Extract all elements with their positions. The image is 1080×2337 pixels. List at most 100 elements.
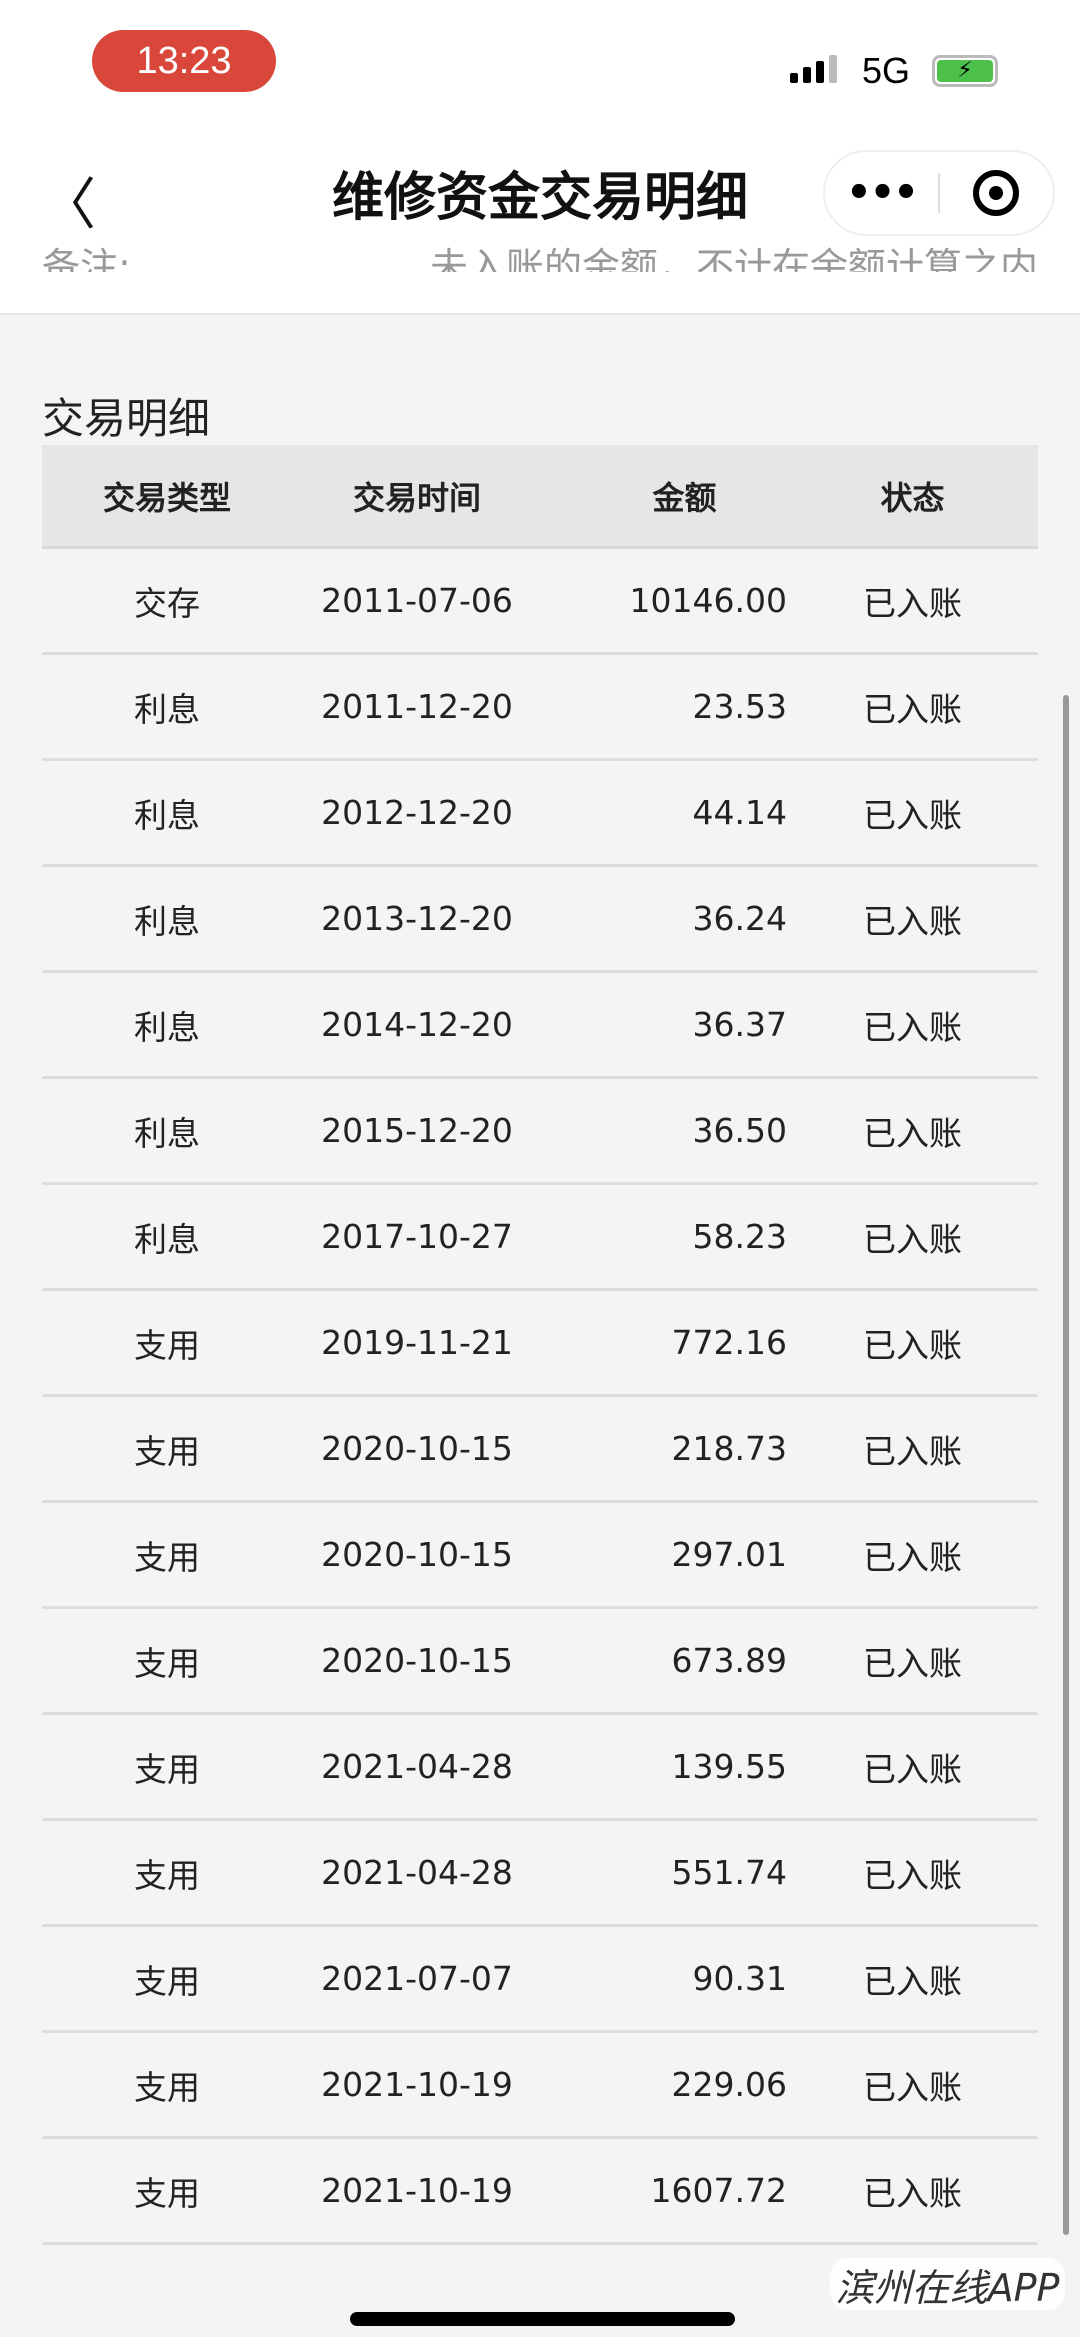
cell-amount: 551.74 (671, 1853, 787, 1892)
cell-status: 已入账 (863, 1643, 962, 1683)
cell-type: 支用 (134, 1855, 200, 1895)
cell-type: 支用 (134, 1961, 200, 2001)
cell-status: 已入账 (863, 2173, 962, 2213)
cell-amount: 772.16 (671, 1323, 787, 1362)
cell-status: 已入账 (863, 1749, 962, 1789)
table-row: 支用 2020-10-15 673.89 已入账 (42, 1609, 1038, 1715)
table-row: 支用 2021-10-19 229.06 已入账 (42, 2033, 1038, 2139)
table-row: 利息 2014-12-20 36.37 已入账 (42, 973, 1038, 1079)
target-circle-icon[interactable] (940, 170, 1053, 216)
cell-amount: 1607.72 (650, 2171, 787, 2210)
cell-status: 已入账 (863, 689, 962, 729)
cell-status: 已入账 (863, 1325, 962, 1365)
header-amount: 金额 (652, 478, 717, 517)
cell-status: 已入账 (863, 583, 962, 623)
cell-type: 支用 (134, 2173, 200, 2213)
cell-type: 支用 (134, 1643, 200, 1683)
cell-type: 支用 (134, 2067, 200, 2107)
header: 13:23 5G ⚡ 〈 维修资金交易明细 ••• 备注: 未入账的金额，不计在… (0, 0, 1080, 315)
cell-status: 已入账 (863, 1007, 962, 1047)
battery-charging-icon: ⚡ (932, 55, 998, 87)
cell-amount: 218.73 (671, 1429, 787, 1468)
table-row: 支用 2019-11-21 772.16 已入账 (42, 1291, 1038, 1397)
cell-status: 已入账 (863, 1855, 962, 1895)
cell-type: 利息 (134, 1113, 200, 1153)
table-header: 交易类型 交易时间 金额 状态 (42, 445, 1038, 549)
note-text: 未入账的金额，不计在余额计算之内 (430, 245, 1039, 272)
transaction-table: 交易类型 交易时间 金额 状态 交存 2011-07-06 10146.00 已入账利… (42, 445, 1038, 2245)
table-row: 利息 2012-12-20 44.14 已入账 (42, 761, 1038, 867)
watermark: 滨州在线APP (830, 2258, 1065, 2310)
cell-time: 2011-12-20 (321, 687, 513, 726)
cell-time: 2011-07-06 (321, 581, 513, 620)
cell-amount: 44.14 (692, 793, 787, 832)
cell-time: 2021-04-28 (321, 1747, 513, 1786)
cell-status: 已入账 (863, 1961, 962, 2001)
cell-type: 支用 (134, 1537, 200, 1577)
cell-amount: 10146.00 (629, 581, 787, 620)
signal-icon (790, 55, 837, 83)
cell-time: 2019-11-21 (321, 1323, 513, 1362)
cell-status: 已入账 (863, 795, 962, 835)
table-row: 支用 2021-07-07 90.31 已入账 (42, 1927, 1038, 2033)
cell-status: 已入账 (863, 1537, 962, 1577)
cell-amount: 58.23 (692, 1217, 787, 1256)
cell-amount: 229.06 (671, 2065, 787, 2104)
cell-amount: 36.24 (692, 899, 787, 938)
mini-program-capsule: ••• (823, 150, 1055, 236)
cell-type: 利息 (134, 901, 200, 941)
cell-type: 利息 (134, 689, 200, 729)
chevron-left-icon[interactable]: 〈 (40, 173, 96, 238)
cell-time: 2017-10-27 (321, 1217, 513, 1256)
cell-time: 2021-07-07 (321, 1959, 513, 1998)
table-row: 利息 2013-12-20 36.24 已入账 (42, 867, 1038, 973)
cell-type: 利息 (134, 795, 200, 835)
cell-time: 2021-10-19 (321, 2065, 513, 2104)
cell-status: 已入账 (863, 2067, 962, 2107)
cell-time: 2013-12-20 (321, 899, 513, 938)
section-title: 交易明细 (42, 394, 211, 443)
home-indicator[interactable] (350, 2312, 735, 2326)
cell-time: 2014-12-20 (321, 1005, 513, 1044)
cell-status: 已入账 (863, 901, 962, 941)
cell-amount: 139.55 (671, 1747, 787, 1786)
scrollbar[interactable] (1063, 695, 1069, 2235)
cell-amount: 297.01 (671, 1535, 787, 1574)
table-row: 利息 2017-10-27 58.23 已入账 (42, 1185, 1038, 1291)
cell-time: 2015-12-20 (321, 1111, 513, 1150)
cell-amount: 23.53 (692, 687, 787, 726)
cell-type: 支用 (134, 1325, 200, 1365)
cell-status: 已入账 (863, 1113, 962, 1153)
cell-time: 2020-10-15 (321, 1535, 513, 1574)
table-row: 交存 2011-07-06 10146.00 已入账 (42, 549, 1038, 655)
divider (938, 173, 940, 213)
cell-type: 利息 (134, 1219, 200, 1259)
page-title: 维修资金交易明细 (331, 168, 748, 228)
cell-status: 已入账 (863, 1431, 962, 1471)
table-row: 利息 2015-12-20 36.50 已入账 (42, 1079, 1038, 1185)
cell-time: 2012-12-20 (321, 793, 513, 832)
cell-amount: 36.37 (692, 1005, 787, 1044)
cell-time: 2020-10-15 (321, 1641, 513, 1680)
cell-time: 2021-04-28 (321, 1853, 513, 1892)
table-row: 支用 2020-10-15 297.01 已入账 (42, 1503, 1038, 1609)
header-type: 交易类型 (102, 478, 231, 517)
cell-status: 已入账 (863, 1219, 962, 1259)
table-row: 支用 2020-10-15 218.73 已入账 (42, 1397, 1038, 1503)
cell-type: 支用 (134, 1431, 200, 1471)
network-label: 5G (862, 50, 911, 91)
more-dots-icon[interactable]: ••• (846, 170, 919, 216)
header-status: 状态 (880, 478, 945, 517)
table-row: 利息 2011-12-20 23.53 已入账 (42, 655, 1038, 761)
cell-amount: 673.89 (671, 1641, 787, 1680)
table-row: 支用 2021-04-28 551.74 已入账 (42, 1821, 1038, 1927)
table-row: 支用 2021-10-19 1607.72 已入账 (42, 2139, 1038, 2245)
table-row: 支用 2021-04-28 139.55 已入账 (42, 1715, 1038, 1821)
note-label: 备注: (42, 245, 131, 272)
cell-type: 利息 (134, 1007, 200, 1047)
header-time: 交易时间 (352, 478, 481, 517)
cell-time: 2021-10-19 (321, 2171, 513, 2210)
cell-amount: 36.50 (692, 1111, 787, 1150)
cell-type: 交存 (134, 583, 200, 623)
status-time: 13:23 (92, 30, 276, 92)
